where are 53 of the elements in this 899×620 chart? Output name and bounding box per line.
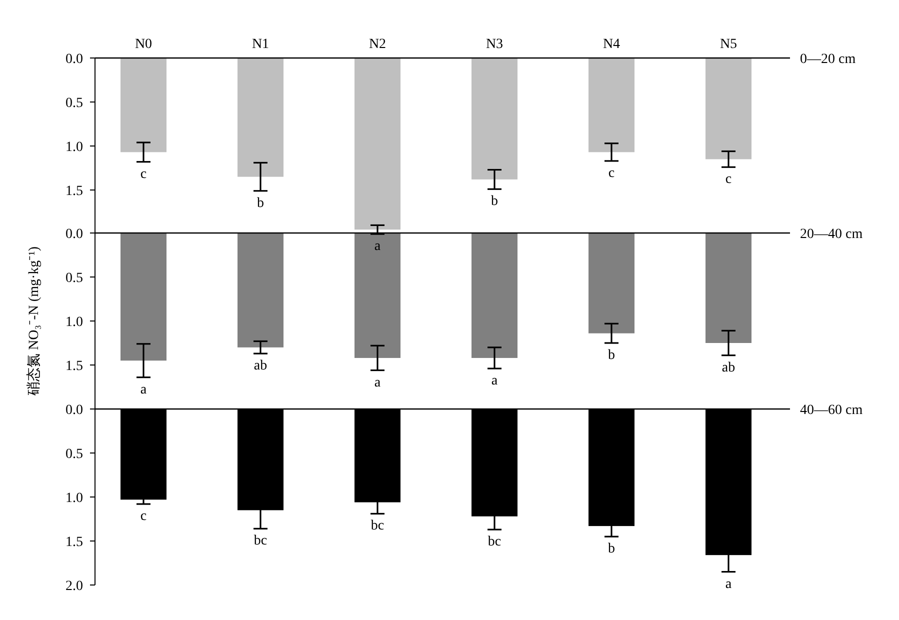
bar xyxy=(472,233,518,358)
y-tick-label: 1.0 xyxy=(66,491,83,506)
y-tick-label: 0.0 xyxy=(66,52,83,67)
annotation: a xyxy=(491,374,498,389)
bar xyxy=(588,233,634,334)
annotation: c xyxy=(608,166,615,181)
bar xyxy=(706,58,752,160)
x-tick-label: N5 xyxy=(720,37,738,52)
x-tick-label: N2 xyxy=(368,37,386,52)
text: 40—60 cm xyxy=(800,403,863,418)
y-axis-title: 硝态氮 NO₃⁻-N (mg·kg⁻¹) xyxy=(26,246,42,396)
x-tick-label: N1 xyxy=(252,37,270,52)
y-tick-label: 1.0 xyxy=(66,315,83,330)
annotation: c xyxy=(140,509,147,524)
annotation: b xyxy=(257,196,264,211)
annotation: c xyxy=(725,172,732,188)
annotation: b xyxy=(608,542,615,557)
text: 20—40 cm xyxy=(800,227,863,242)
y-tick-label: 0.0 xyxy=(66,227,83,242)
annotation: a xyxy=(140,382,148,398)
annotation: b xyxy=(491,194,498,210)
y-tick-label: 2.0 xyxy=(66,579,83,594)
annotation: bc xyxy=(370,518,384,534)
bar xyxy=(120,58,166,152)
annotation: b xyxy=(608,348,615,363)
bar xyxy=(588,58,634,152)
x-tick-label: N0 xyxy=(134,37,152,52)
y-tick-label: 1.5 xyxy=(66,184,83,199)
annotation: ab xyxy=(722,360,736,376)
bar xyxy=(354,58,400,230)
annotation: a xyxy=(725,576,732,592)
y-tick-label: 1.0 xyxy=(66,140,83,155)
y-tick-label: 1.5 xyxy=(66,359,83,374)
text: 0—20 cm xyxy=(800,52,856,67)
bar xyxy=(238,233,284,348)
y-tick-label: 0.5 xyxy=(66,447,83,462)
y-tick-label: 0.5 xyxy=(66,96,83,111)
annotation: bc xyxy=(488,534,502,550)
bar xyxy=(354,233,400,358)
annotation: ab xyxy=(254,358,268,374)
bar xyxy=(706,233,752,343)
annotation: a xyxy=(374,375,382,390)
y-tick-label: 0.0 xyxy=(66,403,83,418)
bar xyxy=(472,58,518,180)
bar xyxy=(238,58,284,177)
annotation: c xyxy=(140,166,147,182)
x-tick-label: N3 xyxy=(486,37,504,52)
y-tick-label: 1.5 xyxy=(66,535,83,550)
bar xyxy=(120,233,166,361)
annotation: bc xyxy=(254,534,268,549)
annotation: a xyxy=(374,239,382,254)
x-tick-label: N4 xyxy=(602,37,620,52)
y-tick-label: 0.5 xyxy=(66,271,83,286)
